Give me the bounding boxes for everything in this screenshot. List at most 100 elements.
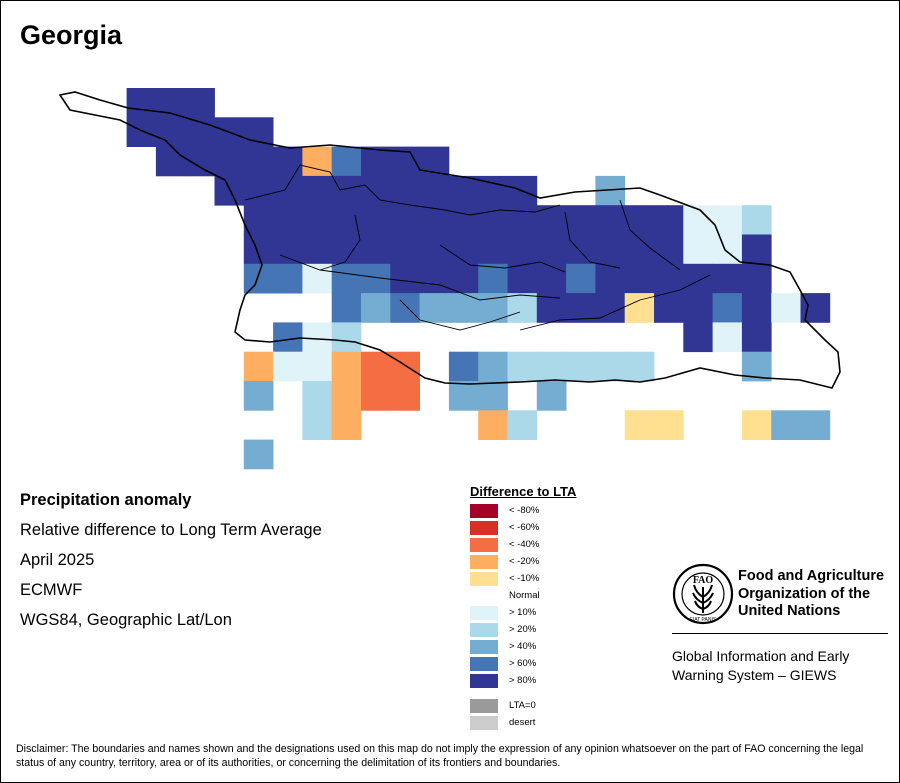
anomaly-cell — [302, 234, 333, 265]
legend-label: > 20% — [509, 624, 537, 635]
anomaly-cell — [390, 205, 420, 235]
anomaly-cell — [507, 205, 538, 235]
legend-swatch — [470, 674, 498, 688]
giews-name: Global Information and Early Warning Sys… — [672, 647, 892, 685]
fao-organization-name: Food and Agriculture Organization of the… — [738, 568, 898, 621]
legend-swatch — [470, 504, 498, 518]
anomaly-cell — [302, 381, 333, 411]
anomaly-cell — [419, 293, 450, 323]
anomaly-cell — [507, 263, 538, 294]
legend-item: < -10% — [470, 572, 610, 586]
legend-title: Difference to LTA — [470, 484, 577, 499]
legend-swatch — [470, 606, 498, 620]
fao-monogram: FAO — [693, 575, 714, 586]
legend-item: > 60% — [470, 657, 610, 671]
anomaly-cell — [243, 439, 274, 470]
legend-swatch — [470, 716, 498, 730]
legend-swatch — [470, 521, 498, 535]
anomaly-cell — [448, 234, 479, 265]
anomaly-cell — [448, 351, 479, 382]
legend-label: < -20% — [509, 556, 540, 567]
anomaly-cell — [273, 205, 303, 235]
anomaly-cell — [683, 263, 713, 294]
anomaly-cell — [214, 146, 245, 177]
anomaly-cell — [566, 263, 596, 294]
legend-swatch — [470, 538, 498, 552]
anomaly-cell — [361, 293, 391, 323]
anomaly-cell — [243, 234, 274, 265]
anomaly-cell — [361, 234, 391, 265]
anomaly-cell — [331, 410, 362, 440]
anomaly-grid — [126, 88, 831, 470]
anomaly-cell — [800, 410, 831, 440]
anomaly-cell — [771, 410, 801, 440]
anomaly-cell — [448, 205, 479, 235]
anomaly-cell — [478, 263, 508, 294]
legend-label: > 10% — [509, 607, 537, 618]
map-info: Precipitation anomaly Relative differenc… — [20, 489, 322, 639]
anomaly-cell — [595, 351, 626, 382]
anomaly-cell — [214, 175, 245, 206]
anomaly-cell — [302, 175, 333, 206]
anomaly-cell — [243, 351, 274, 382]
anomaly-cell — [478, 234, 508, 265]
anomaly-cell — [566, 293, 596, 323]
giews-line: Global Information and Early — [672, 648, 850, 664]
anomaly-cell — [419, 263, 450, 294]
anomaly-cell — [331, 146, 362, 177]
anomaly-cell — [448, 175, 479, 206]
anomaly-cell — [624, 410, 655, 440]
legend-item: LTA=0 — [470, 699, 610, 713]
anomaly-cell — [507, 410, 538, 440]
anomaly-cell — [302, 205, 333, 235]
legend-label: > 40% — [509, 641, 537, 652]
anomaly-cell — [273, 322, 303, 353]
anomaly-cell — [331, 381, 362, 411]
anomaly-cell — [654, 410, 684, 440]
anomaly-cell — [126, 117, 157, 147]
anomaly-cell — [683, 293, 713, 323]
anomaly-cell — [536, 205, 567, 235]
legend-label: < -10% — [509, 573, 540, 584]
legend-item: < -40% — [470, 538, 610, 552]
anomaly-cell — [331, 175, 362, 206]
anomaly-cell — [741, 205, 772, 235]
giews-line: Warning System – GIEWS — [672, 667, 837, 683]
anomaly-cell — [390, 263, 420, 294]
anomaly-cell — [273, 175, 303, 206]
anomaly-cell — [243, 263, 274, 294]
anomaly-cell — [683, 234, 713, 265]
legend-label: < -60% — [509, 522, 540, 533]
anomaly-cell — [331, 351, 362, 382]
legend-item: < -60% — [470, 521, 610, 535]
info-heading: Precipitation anomaly — [20, 491, 192, 509]
legend: Difference to LTA < -80% < -60% < -40% < -2… — [470, 484, 577, 730]
anomaly-cell — [478, 410, 508, 440]
fao-motto: FIAT PANIS — [690, 617, 717, 623]
fao-org-line: Food and Agriculture — [738, 568, 885, 584]
anomaly-cell — [390, 234, 420, 265]
anomaly-cell — [331, 205, 362, 235]
legend-item: > 80% — [470, 674, 610, 688]
anomaly-cell — [390, 381, 420, 411]
anomaly-cell — [566, 205, 596, 235]
anomaly-cell — [507, 293, 538, 323]
legend-swatch — [470, 699, 498, 713]
legend-item: desert — [470, 716, 610, 730]
fao-logo-icon: FAO FIAT PANIS — [672, 563, 734, 625]
anomaly-cell — [566, 234, 596, 265]
anomaly-cell — [654, 263, 684, 294]
legend-label: < -40% — [509, 539, 540, 550]
anomaly-cell — [536, 351, 567, 382]
fao-org-line: Organization of the — [738, 585, 871, 602]
legend-label: > 80% — [509, 675, 537, 686]
anomaly-cell — [243, 175, 274, 206]
legend-swatch — [470, 657, 498, 671]
anomaly-cell — [390, 351, 420, 382]
anomaly-cell — [155, 146, 186, 177]
precipitation-map — [58, 88, 841, 470]
legend-swatch — [470, 623, 498, 637]
anomaly-cell — [331, 322, 362, 353]
anomaly-cell — [536, 293, 567, 323]
legend-swatch — [470, 589, 498, 603]
